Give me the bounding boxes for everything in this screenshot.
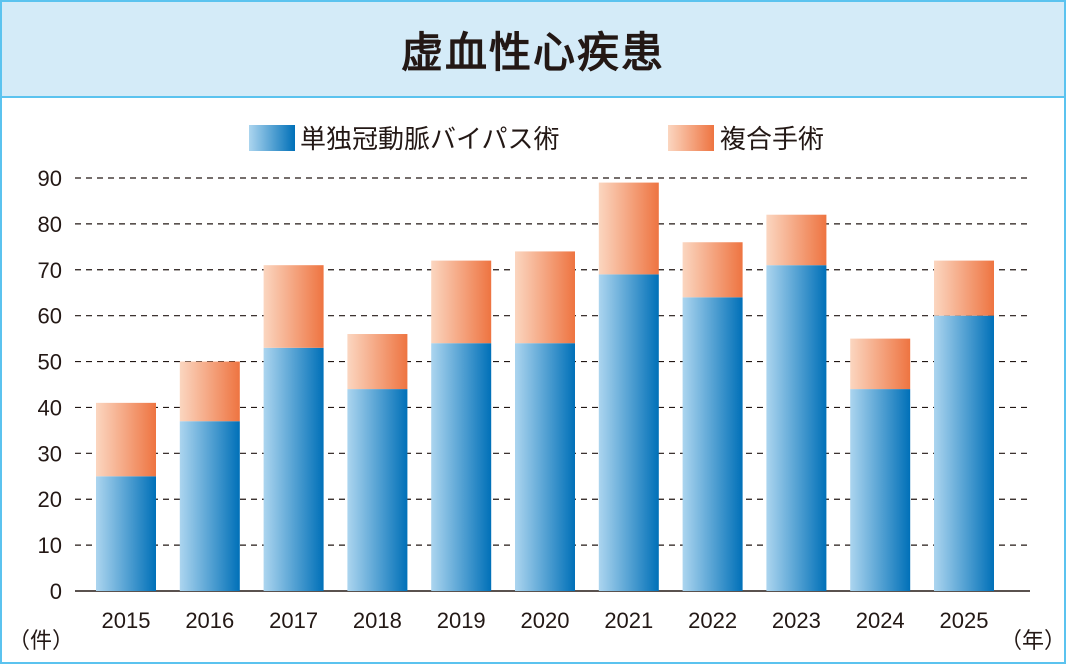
x-tick-label: 2016: [185, 608, 234, 633]
y-tick-label: 90: [38, 166, 62, 191]
bar-combined: [515, 251, 575, 344]
x-tick-label: 2020: [521, 608, 570, 633]
bar-bypass: [263, 347, 324, 591]
bar-bypass: [179, 421, 240, 591]
bar-bypass: [96, 476, 156, 591]
legend-swatch-combined: [668, 125, 714, 151]
y-tick-label: 0: [50, 579, 62, 604]
legend-label-bypass: 単独冠動脈バイパス術: [300, 125, 559, 155]
bar-combined: [766, 214, 827, 266]
title-bar: 虚血性心疾患: [2, 2, 1064, 98]
bar-combined: [179, 361, 240, 422]
x-tick-label: 2018: [353, 608, 402, 633]
x-tick-label: 2017: [269, 608, 318, 633]
y-tick-label: 50: [38, 350, 62, 375]
x-unit-label: （年）: [1000, 629, 1066, 654]
bar-combined: [347, 334, 408, 390]
bar-bypass: [598, 274, 659, 591]
legend-swatch-bypass: [249, 125, 295, 151]
y-tick-label: 20: [38, 487, 62, 512]
bar-combined: [934, 260, 994, 316]
y-tick-label: 40: [38, 395, 62, 420]
y-unit-label: （件）: [8, 629, 74, 654]
legend-label-combined: 複合手術: [720, 125, 824, 155]
bar-bypass: [515, 343, 575, 591]
y-tick-label: 10: [38, 533, 62, 558]
x-tick-label: 2023: [772, 608, 821, 633]
bar-combined: [96, 402, 156, 477]
y-tick-label: 80: [38, 212, 62, 237]
x-tick-label: 2025: [940, 608, 989, 633]
x-tick-label: 2015: [102, 608, 151, 633]
bar-bypass: [934, 315, 994, 591]
x-tick-label: 2021: [604, 608, 653, 633]
x-tick-label: 2022: [688, 608, 737, 633]
bar-bypass: [347, 389, 408, 591]
bar-combined: [682, 242, 743, 298]
bar-combined: [431, 260, 492, 344]
bar-bypass: [766, 265, 827, 591]
x-tick-label: 2024: [856, 608, 905, 633]
bar-bypass: [431, 343, 492, 591]
bar-combined: [598, 182, 659, 275]
chart-title: 虚血性心疾患: [400, 27, 665, 77]
y-tick-label: 30: [38, 441, 62, 466]
y-tick-label: 70: [38, 258, 62, 283]
bar-bypass: [850, 389, 911, 591]
bar-combined: [850, 338, 911, 390]
x-tick-label: 2019: [437, 608, 486, 633]
bar-bypass: [682, 297, 743, 591]
bar-combined: [263, 265, 324, 348]
y-tick-label: 60: [38, 304, 62, 329]
